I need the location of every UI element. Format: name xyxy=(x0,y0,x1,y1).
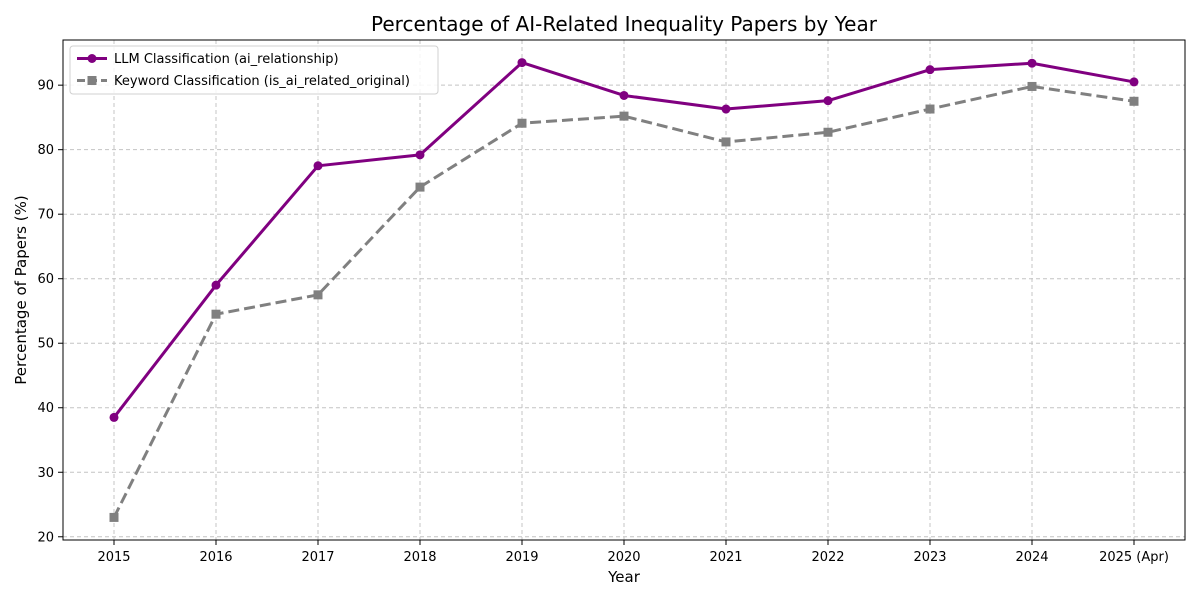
series-layer xyxy=(109,58,1139,522)
data-point xyxy=(211,309,221,319)
y-tick-label: 80 xyxy=(37,143,54,158)
data-point xyxy=(415,150,425,160)
axes: 20 30 40 50 60 70 80 90 2015 2016 2017 2018 2019 2020… xyxy=(37,79,1168,565)
y-axis-title: Percentage of Papers (%) xyxy=(12,195,30,384)
x-tick-label: 2022 xyxy=(811,550,844,565)
data-point xyxy=(313,161,323,171)
series-line xyxy=(112,84,1135,519)
legend-marker xyxy=(87,76,97,85)
legend: LLM Classification (ai_relationship) Keyw… xyxy=(69,45,439,95)
series-1 xyxy=(109,58,1139,422)
data-point xyxy=(1027,81,1037,91)
x-tick-label: 2017 xyxy=(301,550,334,565)
data-point xyxy=(925,65,935,75)
data-point xyxy=(619,111,629,121)
grid xyxy=(63,40,1185,540)
data-point xyxy=(823,96,833,106)
x-tick-label: 2023 xyxy=(913,550,946,565)
x-tick-label: 2024 xyxy=(1015,550,1048,565)
x-tick-label: 2016 xyxy=(199,550,232,565)
y-tick-label: 20 xyxy=(37,530,54,545)
data-point xyxy=(925,104,935,114)
data-point xyxy=(823,127,833,137)
data-point xyxy=(721,137,731,147)
data-point xyxy=(1129,96,1139,106)
data-point xyxy=(721,104,731,114)
legend-item: LLM Classification (ai_relationship) xyxy=(77,52,339,67)
y-tick-label: 70 xyxy=(37,208,54,223)
data-point xyxy=(211,280,221,290)
x-tick-label: 2020 xyxy=(607,550,640,565)
series-2 xyxy=(109,81,1139,522)
data-point xyxy=(313,290,323,300)
data-point xyxy=(415,182,425,192)
y-tick-label: 30 xyxy=(37,466,54,481)
y-tick-label: 60 xyxy=(37,272,54,287)
chart-title: Percentage of AI-Related Inequality Pape… xyxy=(371,12,878,36)
x-tick-label: 2025 (Apr) xyxy=(1099,550,1169,565)
y-tick-label: 40 xyxy=(37,401,54,416)
x-tick-label: 2018 xyxy=(403,550,436,565)
data-point xyxy=(517,118,527,128)
legend-label: LLM Classification (ai_relationship) xyxy=(114,52,339,67)
data-point xyxy=(619,90,629,100)
legend-item: Keyword Classification (is_ai_related_or… xyxy=(77,74,410,89)
x-tick-label: 2015 xyxy=(97,550,130,565)
x-tick-label: 2019 xyxy=(505,550,538,565)
x-tick-label: 2021 xyxy=(709,550,742,565)
data-point xyxy=(1129,77,1139,87)
y-tick-label: 90 xyxy=(37,79,54,94)
legend-marker xyxy=(87,54,97,63)
x-axis-title: Year xyxy=(607,568,641,586)
data-point xyxy=(109,412,119,422)
data-point xyxy=(1027,58,1037,68)
data-point xyxy=(517,58,527,68)
legend-label: Keyword Classification (is_ai_related_or… xyxy=(114,74,410,89)
legend-box xyxy=(69,45,439,95)
y-tick-label: 50 xyxy=(37,337,54,352)
data-point xyxy=(109,512,119,522)
